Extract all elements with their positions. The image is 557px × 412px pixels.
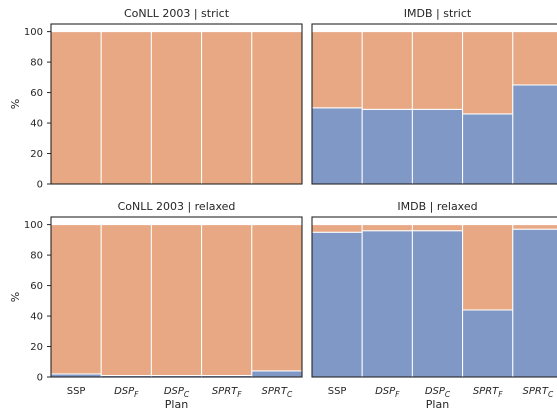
bar-blue-4 [251,370,303,378]
bar-blue-4 [512,228,557,378]
x-tick-label: SPRTF [473,386,503,399]
bar-orange-1 [361,224,413,232]
y-tick-label: 20 [30,342,43,353]
bar-orange-1 [100,31,152,185]
bar-blue-4 [512,84,557,185]
bar-orange-3 [201,31,253,185]
bar-orange-4 [512,31,557,86]
x-tick-label: SPRTC [262,386,293,399]
subplot-title: IMDB | strict [404,7,472,20]
x-tick-label: SPRTC [523,386,554,399]
bar-blue-0 [311,107,363,185]
y-tick-label: 80 [30,251,43,262]
x-tick-label: DSPC [425,386,451,399]
bar-orange-0 [50,224,102,375]
y-tick-label: 40 [30,119,43,130]
x-tick-label: SSP [67,386,86,397]
subplot-title: IMDB | relaxed [397,200,477,213]
bar-blue-2 [411,108,464,185]
bar-orange-2 [411,31,464,110]
bar-orange-2 [150,31,203,185]
y-tick-label: 60 [30,281,43,292]
subplot-title: CoNLL 2003 | relaxed [118,200,236,213]
subplot-title: CoNLL 2003 | strict [124,7,230,20]
bar-orange-1 [100,224,152,376]
y-tick-label: 0 [37,180,43,191]
bar-orange-1 [361,31,413,110]
bar-blue-3 [462,113,514,185]
y-tick-label: 60 [30,88,43,99]
bar-orange-3 [201,224,253,376]
bar-orange-0 [50,31,102,185]
axes-frame [50,23,303,185]
y-tick-label: 40 [30,312,43,323]
bar-orange-0 [311,224,363,233]
bar-blue-3 [462,309,514,378]
bar-blue-1 [361,108,413,185]
x-tick-label: DSPF [375,386,400,399]
bar-orange-2 [411,224,464,232]
subplot-1: IMDB | strict [311,7,557,185]
bar-orange-3 [462,31,514,115]
bar-orange-4 [512,224,557,230]
subplot-2: CoNLL 2003 | relaxed 0 20 40 60 80 100% SSP DSPF… [9,200,303,411]
bar-orange-0 [311,31,363,109]
x-tick-label: SPRTF [212,386,242,399]
x-tick-label: SSP [328,386,347,397]
subplot-0: CoNLL 2003 | strict 0 20 40 60 80 100% [9,7,303,191]
y-axis-label: % [9,99,22,109]
axes-frame [50,216,303,378]
y-tick-label: 100 [24,220,43,231]
y-tick-label: 0 [37,373,43,384]
y-axis-label: % [9,292,22,302]
x-axis-label: Plan [426,398,449,411]
y-tick-label: 100 [24,27,43,38]
x-tick-label: DSPF [114,386,139,399]
bar-orange-4 [251,224,303,372]
axes-frame [311,216,557,378]
axes-frame [311,23,557,185]
y-tick-label: 80 [30,58,43,69]
x-tick-label: DSPC [164,386,190,399]
y-tick-label: 20 [30,149,43,160]
bar-orange-2 [150,224,203,376]
bar-orange-3 [462,224,514,311]
bar-blue-2 [411,230,464,378]
bar-blue-1 [361,230,413,378]
bar-orange-4 [251,31,303,185]
x-axis-label: Plan [165,398,188,411]
subplot-3: IMDB | relaxed SSP DSPF DSPC SPRTF SPRTC Plan [311,200,557,411]
bar-blue-0 [311,231,363,378]
